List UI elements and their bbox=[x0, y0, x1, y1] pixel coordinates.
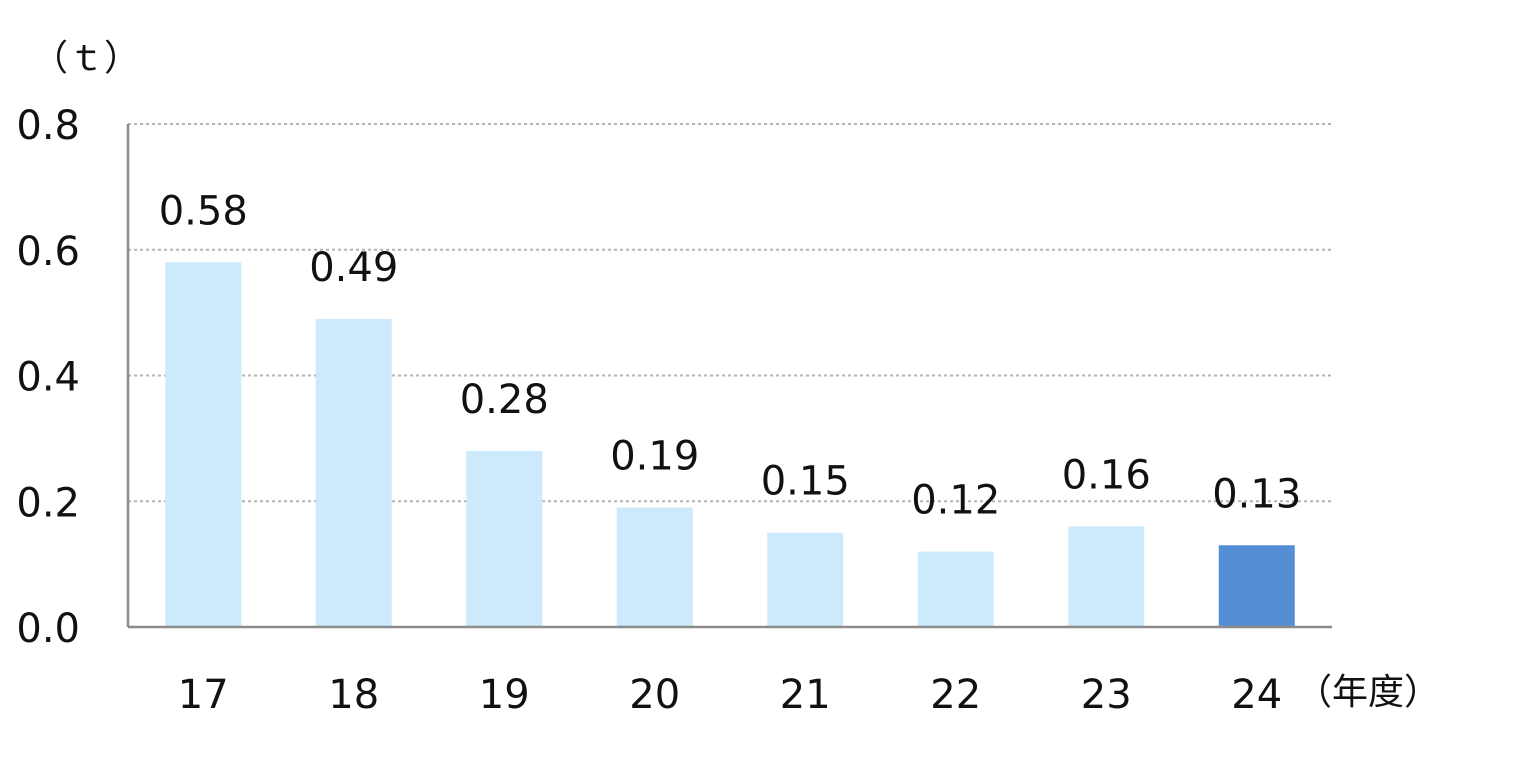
x-axis-unit-label: （年度） bbox=[1296, 672, 1440, 713]
data-label-22: 0.12 bbox=[911, 478, 1000, 524]
data-label-18: 0.49 bbox=[309, 245, 398, 291]
bar-21 bbox=[767, 532, 844, 627]
x-tick-label-20: 20 bbox=[629, 672, 680, 718]
data-label-24: 0.13 bbox=[1212, 471, 1301, 517]
bar-20 bbox=[616, 507, 693, 627]
x-tick-label-23: 23 bbox=[1081, 672, 1132, 718]
bar-24 bbox=[1218, 545, 1295, 627]
x-tick-label-22: 22 bbox=[930, 672, 981, 718]
bar-18 bbox=[315, 318, 392, 627]
data-label-23: 0.16 bbox=[1062, 452, 1151, 498]
data-label-20: 0.19 bbox=[610, 434, 699, 480]
data-label-19: 0.28 bbox=[460, 377, 549, 423]
y-tick-labels: 0.0 0.2 0.4 0.6 0.8 bbox=[16, 103, 80, 652]
y-tick-label: 0.4 bbox=[16, 355, 80, 401]
y-tick-label: 0.2 bbox=[16, 480, 80, 526]
data-labels: 0.58 0.49 0.28 0.19 0.15 0.12 0.16 0.13 bbox=[159, 188, 1302, 523]
x-tick-label-18: 18 bbox=[328, 672, 379, 718]
y-tick-label: 0.6 bbox=[16, 229, 80, 275]
bars bbox=[165, 262, 1295, 627]
bar-17 bbox=[165, 262, 242, 627]
y-tick-label: 0.8 bbox=[16, 103, 80, 149]
x-tick-label-17: 17 bbox=[178, 672, 229, 718]
axes bbox=[126, 124, 1332, 629]
gridlines bbox=[128, 123, 1332, 503]
bar-19 bbox=[466, 450, 543, 627]
data-label-17: 0.58 bbox=[159, 188, 248, 234]
x-tick-label-24: 24 bbox=[1231, 672, 1282, 718]
x-tick-label-19: 19 bbox=[479, 672, 530, 718]
y-axis-unit-label: （ｔ） bbox=[32, 38, 140, 79]
x-tick-labels: 17 18 19 20 21 22 23 24 bbox=[178, 672, 1282, 718]
y-tick-label: 0.0 bbox=[16, 606, 80, 652]
x-tick-label-21: 21 bbox=[780, 672, 831, 718]
bar-23 bbox=[1068, 526, 1145, 627]
data-label-21: 0.15 bbox=[761, 459, 850, 505]
bar-22 bbox=[917, 551, 994, 627]
